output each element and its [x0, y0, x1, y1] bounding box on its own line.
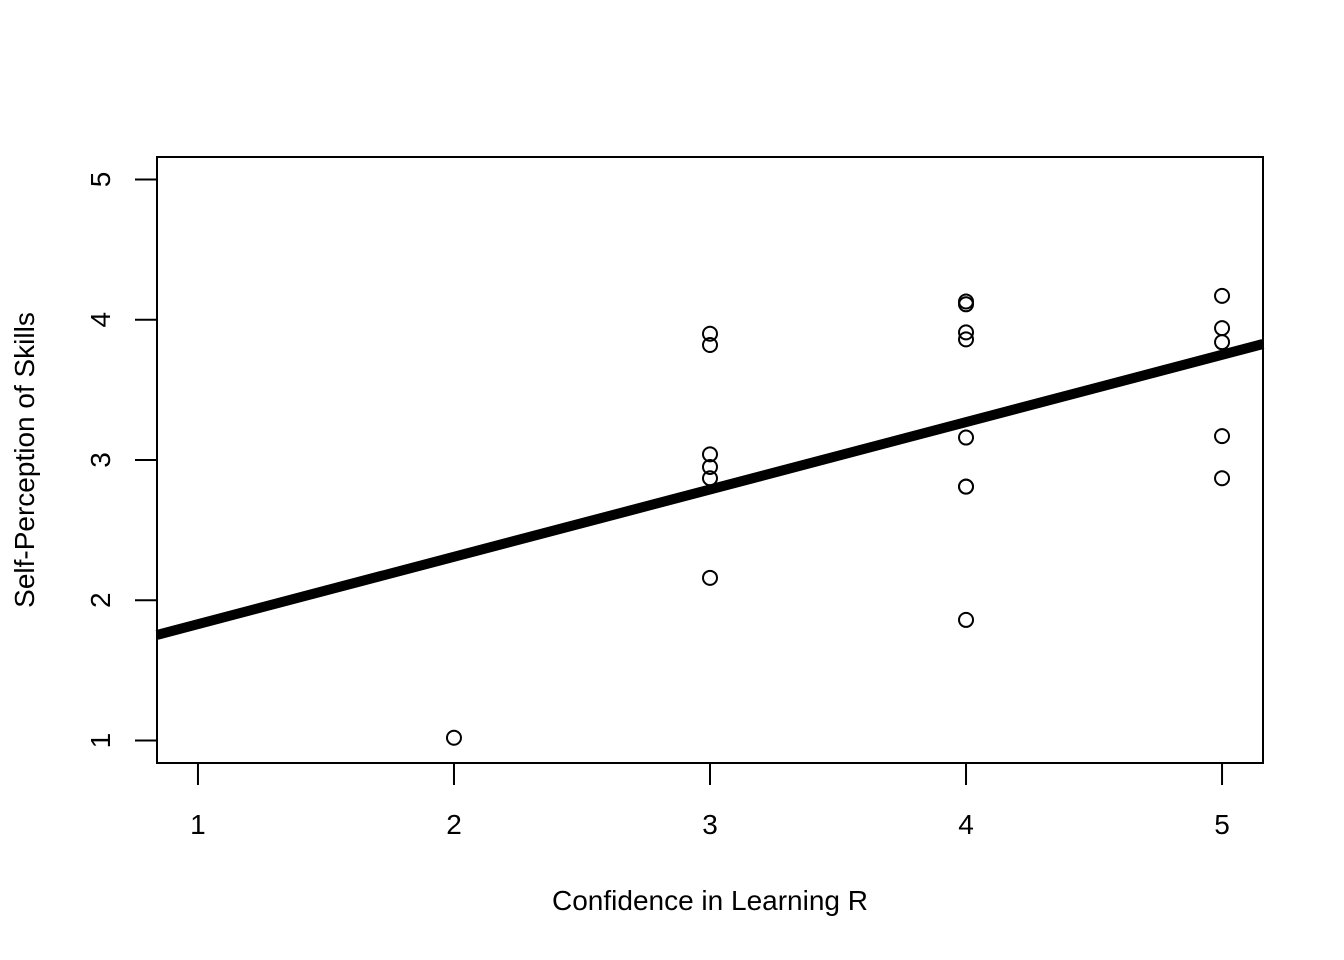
x-axis: 1 2 3 4 5 — [190, 762, 1230, 840]
data-point — [1214, 287, 1231, 304]
data-point — [958, 429, 975, 446]
y-tick-label: 2 — [85, 592, 116, 608]
y-tick-label: 4 — [85, 312, 116, 328]
data-point — [702, 446, 718, 463]
data-point — [702, 325, 718, 342]
data-point — [1214, 470, 1231, 487]
y-axis: 1 2 3 4 5 — [85, 172, 158, 749]
regression-line-group — [155, 339, 1265, 640]
x-tick-label: 3 — [702, 809, 718, 840]
data-point — [702, 569, 718, 586]
data-point — [958, 478, 975, 495]
x-axis-label: Confidence in Learning R — [552, 885, 868, 916]
y-tick-label: 5 — [85, 172, 116, 188]
y-tick-label: 3 — [85, 452, 116, 468]
data-point — [958, 324, 975, 341]
data-points — [445, 287, 1231, 746]
x-tick-label: 2 — [446, 809, 462, 840]
data-point — [958, 611, 975, 628]
x-tick-label: 5 — [1214, 809, 1230, 840]
data-point — [958, 296, 975, 313]
data-point — [1214, 320, 1231, 337]
data-point — [702, 459, 718, 476]
y-axis-label: Self-Perception of Skills — [9, 312, 40, 608]
data-point — [958, 331, 975, 348]
x-tick-label: 1 — [190, 809, 206, 840]
data-point — [1214, 428, 1231, 445]
y-tick-label: 1 — [85, 733, 116, 749]
x-tick-label: 4 — [958, 809, 974, 840]
regression-line — [155, 339, 1265, 640]
data-point — [1214, 334, 1231, 351]
data-point — [445, 729, 462, 746]
data-point — [702, 336, 718, 353]
